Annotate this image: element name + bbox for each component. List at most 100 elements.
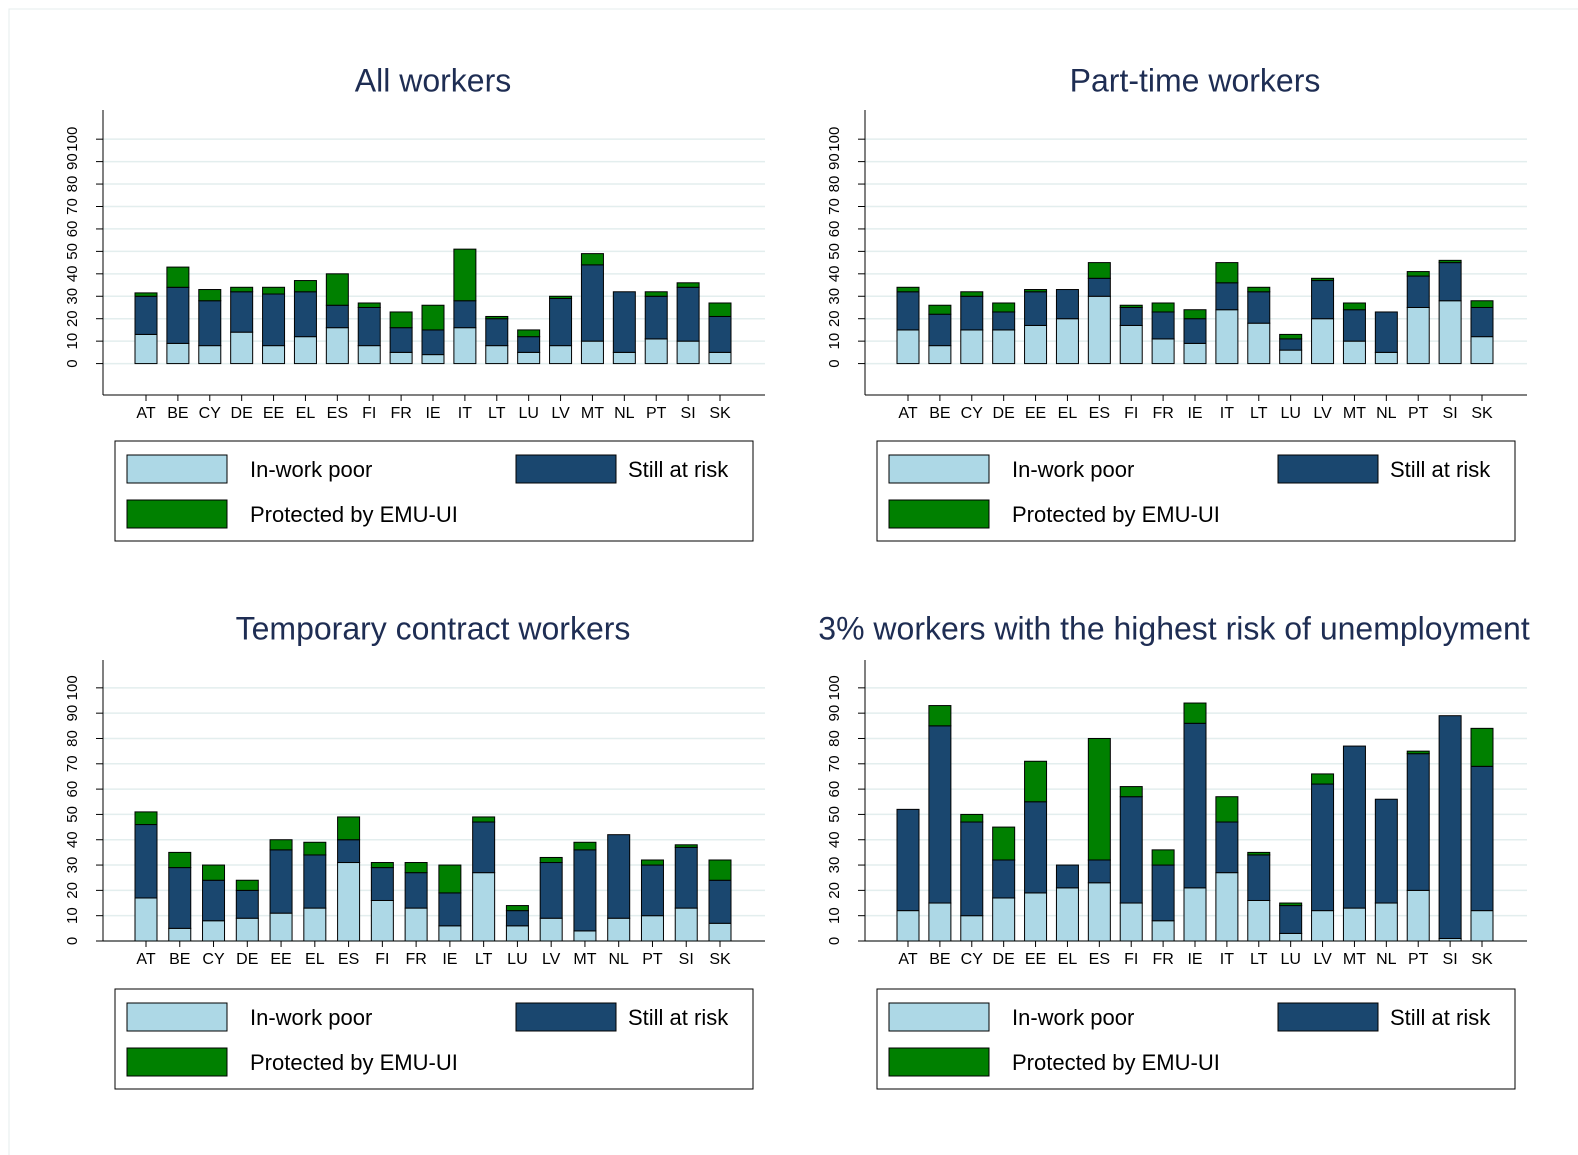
bar-segment: [676, 340, 700, 365]
bar-segment: [1151, 311, 1175, 340]
bar-segment: [539, 917, 563, 942]
bar-segment: [1024, 760, 1048, 803]
x-tick-label: CY: [199, 405, 222, 422]
bar-segment: [357, 345, 381, 365]
bar-segment: [230, 286, 254, 293]
bar-segment: [485, 315, 509, 320]
bar-segment: [1279, 902, 1303, 907]
bar-segment: [928, 705, 952, 727]
y-tick-label: 20: [826, 310, 843, 327]
bar-segment: [1119, 786, 1143, 798]
bar-segment: [166, 266, 190, 288]
x-tick-label: LV: [1313, 951, 1332, 968]
legend-label: Still at risk: [1390, 1005, 1491, 1030]
x-tick-label: SI: [1443, 405, 1458, 422]
x-tick-label: BE: [169, 951, 190, 968]
y-tick-label: 90: [826, 153, 843, 170]
bar-segment: [202, 879, 226, 922]
legend-label: Protected by EMU-UI: [1012, 1050, 1220, 1075]
bar-segment: [539, 862, 563, 919]
bar-segment: [389, 351, 413, 365]
x-tick-label: BE: [167, 405, 188, 422]
x-tick-label: EE: [1025, 951, 1046, 968]
x-tick-label: CY: [961, 951, 984, 968]
legend-label: Protected by EMU-UI: [1012, 502, 1220, 527]
bar-segment: [580, 340, 604, 365]
bar-segment: [1247, 899, 1271, 942]
x-tick-label: IE: [442, 951, 457, 968]
bar-segment: [262, 345, 286, 365]
bar-segment: [134, 897, 158, 942]
bar-segment: [1055, 289, 1079, 320]
bar-segment: [1087, 262, 1111, 279]
x-tick-label: PT: [642, 951, 663, 968]
bar-segment: [612, 291, 636, 353]
bar-segment: [505, 910, 529, 927]
bar-segment: [1024, 801, 1048, 894]
bar-segment: [134, 333, 158, 365]
bar-segment: [1215, 282, 1239, 311]
bar-segment: [1311, 280, 1335, 320]
y-tick-label: 100: [64, 675, 81, 700]
legend-swatch: [1277, 1002, 1379, 1032]
x-tick-label: SK: [1471, 405, 1493, 422]
bar-segment: [262, 286, 286, 295]
bar-segment: [269, 849, 293, 914]
bar-segment: [896, 808, 920, 912]
bar-segment: [1183, 342, 1207, 365]
bar-segment: [1055, 318, 1079, 365]
x-tick-label: LU: [1280, 951, 1300, 968]
y-tick-label: 60: [826, 221, 843, 238]
legend-label: Still at risk: [628, 1005, 729, 1030]
bar-segment: [1374, 902, 1398, 942]
bar-segment: [960, 329, 984, 365]
x-tick-label: LU: [507, 951, 527, 968]
bar-segment: [1215, 821, 1239, 874]
bar-segment: [357, 302, 381, 308]
bar-segment: [1024, 289, 1048, 293]
bar-segment: [676, 282, 700, 288]
x-tick-label: EL: [305, 951, 325, 968]
y-tick-label: 70: [826, 198, 843, 215]
x-tick-label: NL: [608, 951, 629, 968]
legend-swatch: [888, 1047, 990, 1077]
x-tick-label: PT: [1408, 951, 1429, 968]
y-tick-label: 100: [826, 675, 843, 700]
x-tick-label: FI: [1124, 405, 1138, 422]
bar-segment: [1374, 311, 1398, 353]
bar-segment: [1119, 306, 1143, 326]
bar-segment: [1247, 322, 1271, 365]
bar-segment: [337, 862, 361, 942]
x-tick-label: LT: [475, 951, 493, 968]
bar-segment: [644, 338, 668, 365]
bar-segment: [1311, 318, 1335, 365]
bar-segment: [640, 915, 664, 942]
x-tick-label: LU: [1280, 405, 1300, 422]
bar-segment: [644, 295, 668, 340]
bar-segment: [1151, 302, 1175, 313]
y-tick-label: 20: [64, 310, 81, 327]
legend-swatch: [888, 499, 990, 529]
bar-segment: [1087, 882, 1111, 942]
y-tick-label: 20: [826, 882, 843, 899]
x-tick-label: DE: [993, 405, 1015, 422]
bar-segment: [549, 345, 573, 365]
bar-segment: [1342, 907, 1366, 942]
chart-title: Temporary contract workers: [236, 610, 631, 646]
frame: [8, 8, 1578, 1155]
bar-segment: [438, 864, 462, 894]
x-tick-label: LT: [1250, 405, 1268, 422]
bar-segment: [303, 841, 327, 856]
legend-label: In-work poor: [1012, 457, 1134, 482]
bar-segment: [708, 315, 732, 353]
x-tick-label: EL: [1058, 951, 1078, 968]
bar-segment: [674, 844, 698, 848]
bar-segment: [1024, 324, 1048, 365]
legend-label: In-work poor: [250, 457, 372, 482]
legend-swatch: [1277, 454, 1379, 484]
bar-segment: [1024, 291, 1048, 326]
y-tick-label: 60: [826, 781, 843, 798]
bar-segment: [992, 311, 1016, 331]
bar-segment: [472, 821, 496, 874]
bar-segment: [1406, 275, 1430, 308]
